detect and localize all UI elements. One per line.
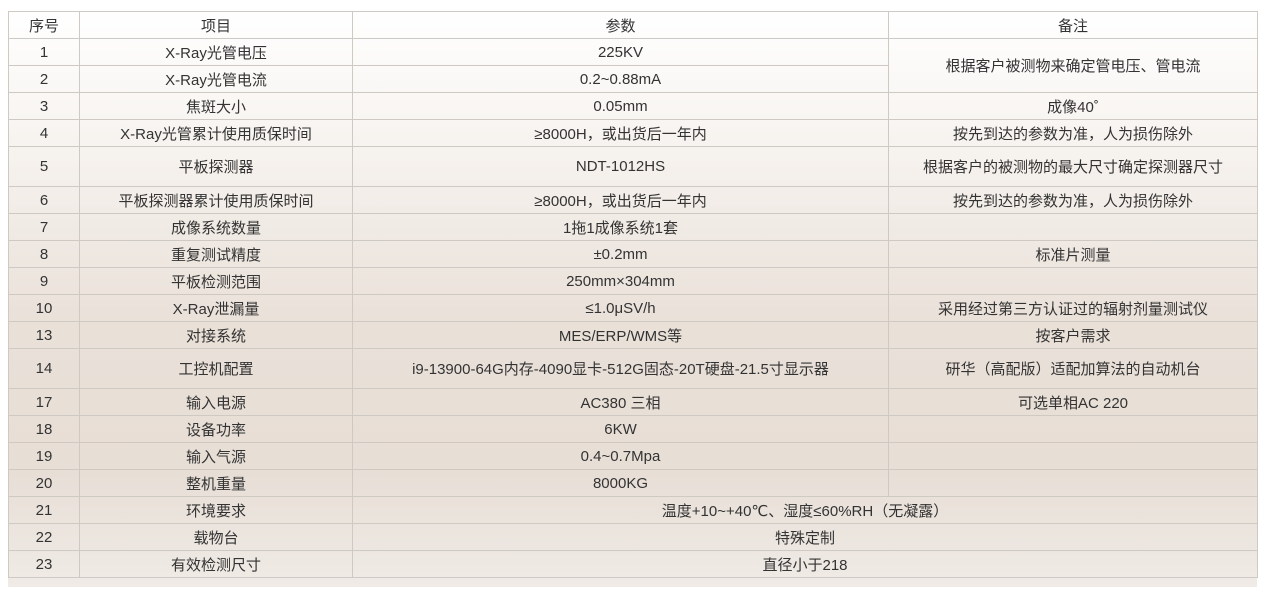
cell-item: X-Ray光管累计使用质保时间 (79, 119, 353, 147)
cell-item: 平板探测器累计使用质保时间 (79, 186, 353, 214)
cell-item: 焦斑大小 (79, 92, 353, 120)
table-row: 1 X-Ray光管电压 225KV 根据客户被测物来确定管电压、管电流 (8, 38, 1258, 93)
cell-param: ≥8000H，或出货后一年内 (352, 186, 889, 214)
spec-table: 序号 项目 参数 备注 1 X-Ray光管电压 225KV 根据客户被测物来确定管电压… (8, 11, 1258, 578)
cell-no: 4 (8, 119, 80, 147)
cell-no: 8 (8, 240, 80, 268)
cell-no: 5 (8, 146, 80, 187)
cell-no: 6 (8, 186, 80, 214)
cell-note (888, 415, 1258, 443)
cell-note: 标准片测量 (888, 240, 1258, 268)
spec-table-container: 序号 项目 参数 备注 1 X-Ray光管电压 225KV 根据客户被测物来确定管电压… (8, 11, 1258, 587)
cell-item: 平板检测范围 (79, 267, 353, 295)
cell-item: 重复测试精度 (79, 240, 353, 268)
cell-item: 成像系统数量 (79, 213, 353, 241)
table-row: 8 重复测试精度 ±0.2mm 标准片测量 (8, 240, 1258, 268)
table-row: 13 对接系统 MES/ERP/WMS等 按客户需求 (8, 321, 1258, 349)
table-row: 19 输入气源 0.4~0.7Mpa (8, 442, 1258, 470)
cell-param: 250mm×304mm (352, 267, 889, 295)
cell-note: 根据客户被测物来确定管电压、管电流 (888, 38, 1258, 93)
cell-param: ≥8000H，或出货后一年内 (352, 119, 889, 147)
table-row: 22 载物台 特殊定制 (8, 523, 1258, 551)
table-row: 18 设备功率 6KW (8, 415, 1258, 443)
header-no: 序号 (8, 11, 80, 39)
cell-item: X-Ray泄漏量 (79, 294, 353, 322)
cell-no: 14 (8, 348, 80, 389)
cell-no: 10 (8, 294, 80, 322)
table-row: 6 平板探测器累计使用质保时间 ≥8000H，或出货后一年内 按先到达的参数为准，人为… (8, 186, 1258, 214)
table-row: 7 成像系统数量 1拖1成像系统1套 (8, 213, 1258, 241)
cell-param: 225KV (352, 38, 889, 66)
cell-merged: 直径小于218 (352, 550, 1258, 578)
cell-item: 对接系统 (79, 321, 353, 349)
cell-param: NDT-1012HS (352, 146, 889, 187)
cell-merged: 温度+10~+40℃、湿度≤60%RH（无凝露） (352, 496, 1258, 524)
table-row: 4 X-Ray光管累计使用质保时间 ≥8000H，或出货后一年内 按先到达的参数为准，… (8, 119, 1258, 147)
cell-item: 平板探测器 (79, 146, 353, 187)
table-row: 5 平板探测器 NDT-1012HS 根据客户的被测物的最大尺寸确定探测器尺寸 (8, 146, 1258, 187)
table-row: 2 X-Ray光管电流 0.2~0.88mA (8, 65, 1258, 93)
cell-item: 环境要求 (79, 496, 353, 524)
cell-note: 按客户需求 (888, 321, 1258, 349)
cell-item: X-Ray光管电流 (79, 65, 353, 93)
table-row: 23 有效检测尺寸 直径小于218 (8, 550, 1258, 578)
cell-note: 采用经过第三方认证过的辐射剂量测试仪 (888, 294, 1258, 322)
cell-param: 0.05mm (352, 92, 889, 120)
cell-no: 7 (8, 213, 80, 241)
header-param: 参数 (352, 11, 889, 39)
cell-note (888, 469, 1258, 497)
cell-no: 20 (8, 469, 80, 497)
header-note: 备注 (888, 11, 1258, 39)
table-row: 20 整机重量 8000KG (8, 469, 1258, 497)
cell-item: 整机重量 (79, 469, 353, 497)
cell-param: ±0.2mm (352, 240, 889, 268)
cell-no: 19 (8, 442, 80, 470)
cell-param: i9-13900-64G内存-4090显卡-512G固态-20T硬盘-21.5寸… (352, 348, 889, 389)
cell-no: 2 (8, 65, 80, 93)
cell-item: 设备功率 (79, 415, 353, 443)
cell-no: 1 (8, 38, 80, 66)
cell-no: 23 (8, 550, 80, 578)
cell-no: 21 (8, 496, 80, 524)
table-row: 9 平板检测范围 250mm×304mm (8, 267, 1258, 295)
cell-note: 按先到达的参数为准，人为损伤除外 (888, 186, 1258, 214)
table-row: 14 工控机配置 i9-13900-64G内存-4090显卡-512G固态-20T硬… (8, 348, 1258, 389)
cell-no: 13 (8, 321, 80, 349)
cell-item: 载物台 (79, 523, 353, 551)
table-row: 21 环境要求 温度+10~+40℃、湿度≤60%RH（无凝露） (8, 496, 1258, 524)
header-item: 项目 (79, 11, 353, 39)
cell-item: 输入电源 (79, 388, 353, 416)
cell-note: 根据客户的被测物的最大尺寸确定探测器尺寸 (888, 146, 1258, 187)
cell-no: 22 (8, 523, 80, 551)
cell-param: MES/ERP/WMS等 (352, 321, 889, 349)
cell-item: X-Ray光管电压 (79, 38, 353, 66)
cell-param: ≤1.0μSV/h (352, 294, 889, 322)
table-row: 17 输入电源 AC380 三相 可选单相AC 220 (8, 388, 1258, 416)
cell-item: 工控机配置 (79, 348, 353, 389)
cell-no: 3 (8, 92, 80, 120)
cell-note: 研华（高配版）适配加算法的自动机台 (888, 348, 1258, 389)
cell-param: 8000KG (352, 469, 889, 497)
cell-note (888, 267, 1258, 295)
cell-param: 0.4~0.7Mpa (352, 442, 889, 470)
cell-note: 按先到达的参数为准，人为损伤除外 (888, 119, 1258, 147)
cell-note (888, 442, 1258, 470)
cell-item: 有效检测尺寸 (79, 550, 353, 578)
cell-param: AC380 三相 (352, 388, 889, 416)
table-row: 3 焦斑大小 0.05mm 成像40˚ (8, 92, 1258, 120)
cell-no: 17 (8, 388, 80, 416)
cell-param: 0.2~0.88mA (352, 65, 889, 93)
cell-no: 9 (8, 267, 80, 295)
cell-no: 18 (8, 415, 80, 443)
cell-param: 6KW (352, 415, 889, 443)
cell-param: 1拖1成像系统1套 (352, 213, 889, 241)
cell-note: 成像40˚ (888, 92, 1258, 120)
cell-merged: 特殊定制 (352, 523, 1258, 551)
header-row: 序号 项目 参数 备注 (8, 11, 1258, 39)
cell-note (888, 213, 1258, 241)
cell-item: 输入气源 (79, 442, 353, 470)
table-row: 10 X-Ray泄漏量 ≤1.0μSV/h 采用经过第三方认证过的辐射剂量测试仪 (8, 294, 1258, 322)
cell-note: 可选单相AC 220 (888, 388, 1258, 416)
